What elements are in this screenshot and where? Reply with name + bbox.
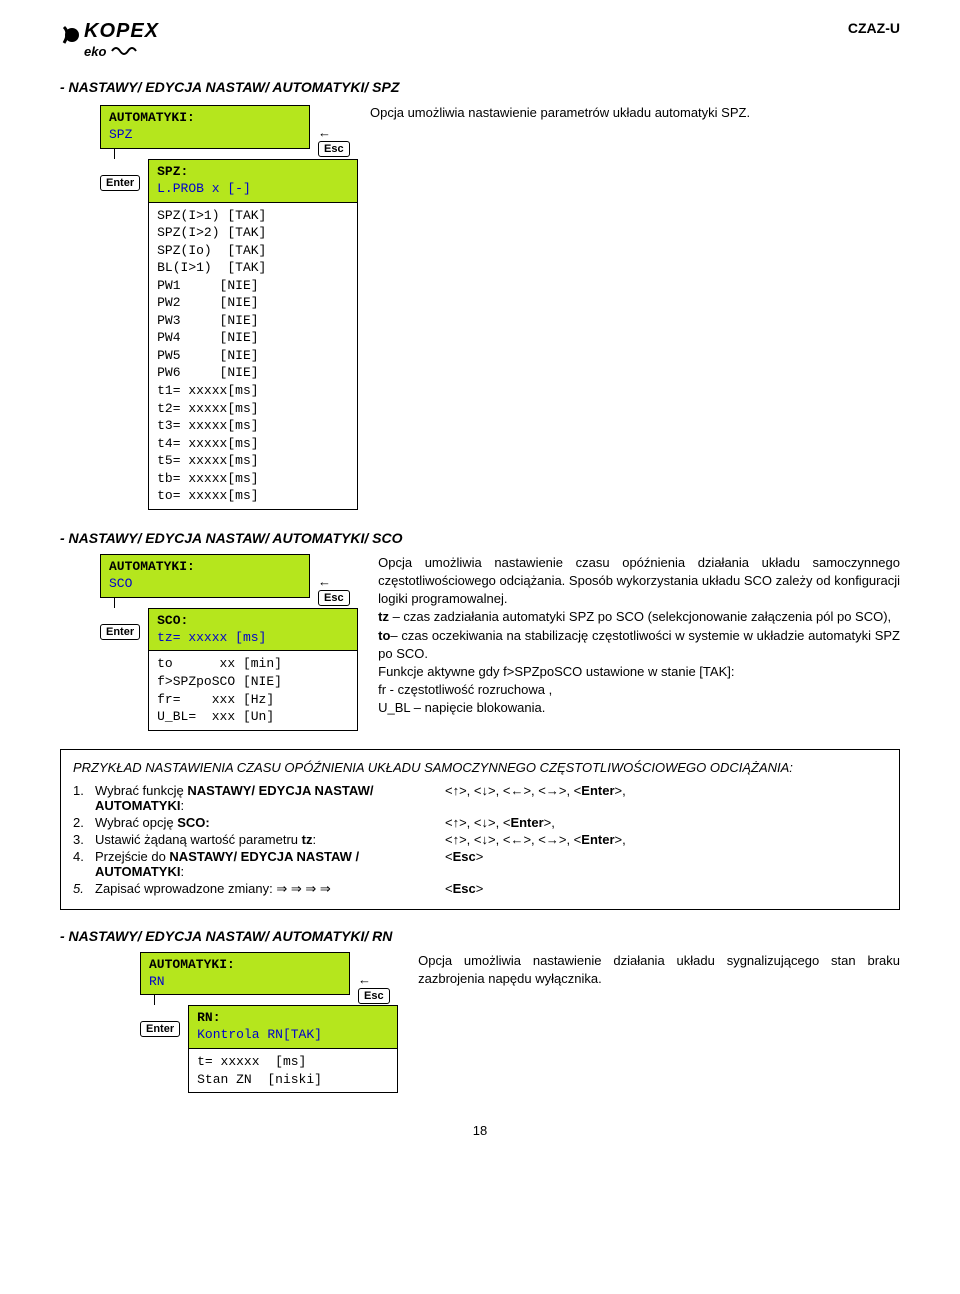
doc-id: CZAZ-U [848,20,900,36]
rn-description: Opcja umożliwia nastawienie działania uk… [418,952,900,988]
logo: KOPEX eko [60,20,159,59]
spz-title: - NASTAWY/ EDYCJA NASTAW/ AUTOMATYKI/ SP… [60,79,900,95]
example-title: PRZYKŁAD NASTAWIENIA CZASU OPÓŹNIENIA UK… [73,760,887,775]
sco-param-list: to xx [min] f>SPZpoSCO [NIE] fr= xxx [Hz… [148,651,358,730]
spz-box-spz: SPZ: L.PROB x [-] [148,159,358,203]
example-item: 5.Zapisać wprowadzone zmiany: ⇒ ⇒ ⇒ ⇒<Es… [73,881,887,897]
esc-key: Esc [358,988,390,1004]
esc-key: Esc [318,141,350,157]
rn-param-list: t= xxxxx [ms] Stan ZN [niski] [188,1049,398,1093]
connector: ← [318,125,331,140]
connector: ← [318,574,331,589]
sco-diagram: AUTOMATYKI: SCO ← Esc Enter SCO: tz= xxx… [100,554,358,731]
logo-text: KOPEX [84,20,159,43]
example-list: 1.Wybrać funkcję NASTAWY/ EDYCJA NASTAW/… [73,783,887,897]
sco-box-automatyki: AUTOMATYKI: SCO [100,554,310,598]
page-number: 18 [60,1123,900,1138]
enter-key: Enter [100,175,140,191]
spz-box-automatyki: AUTOMATYKI: SPZ [100,105,310,149]
sco-description: Opcja umożliwia nastawienie czasu opóźni… [378,554,900,718]
rn-box-rn: RN: Kontrola RN[TAK] [188,1005,398,1049]
example-item: 3.Ustawić żądaną wartość parametru tz:<↑… [73,832,887,847]
spz-param-list: SPZ(I>1) [TAK] SPZ(I>2) [TAK] SPZ(Io) [T… [148,203,358,510]
page-header: KOPEX eko CZAZ-U [60,20,900,59]
example-item: 1.Wybrać funkcję NASTAWY/ EDYCJA NASTAW/… [73,783,887,813]
sco-title: - NASTAWY/ EDYCJA NASTAW/ AUTOMATYKI/ SC… [60,530,900,546]
connector: ← [358,972,371,987]
enter-key: Enter [100,624,140,640]
spz-diagram: AUTOMATYKI: SPZ ← Esc Opcja umożliwia na… [100,105,900,510]
example-item: 2.Wybrać opcję SCO:<↑>, <↓>, <Enter>, [73,815,887,830]
spz-desc: Opcja umożliwia nastawienie parametrów u… [370,105,900,120]
esc-key: Esc [318,590,350,606]
sco-box-sco: SCO: tz= xxxxx [ms] [148,608,358,652]
rn-diagram: AUTOMATYKI: RN ← Esc Enter RN: Kontrola … [140,952,398,1094]
enter-key: Enter [140,1021,180,1037]
example-item: 4.Przejście do NASTAWY/ EDYCJA NASTAW / … [73,849,887,879]
logo-sub: eko [84,44,106,59]
example-box: PRZYKŁAD NASTAWIENIA CZASU OPÓŹNIENIA UK… [60,749,900,910]
rn-title: - NASTAWY/ EDYCJA NASTAW/ AUTOMATYKI/ RN [60,928,900,944]
rn-box-automatyki: AUTOMATYKI: RN [140,952,350,996]
